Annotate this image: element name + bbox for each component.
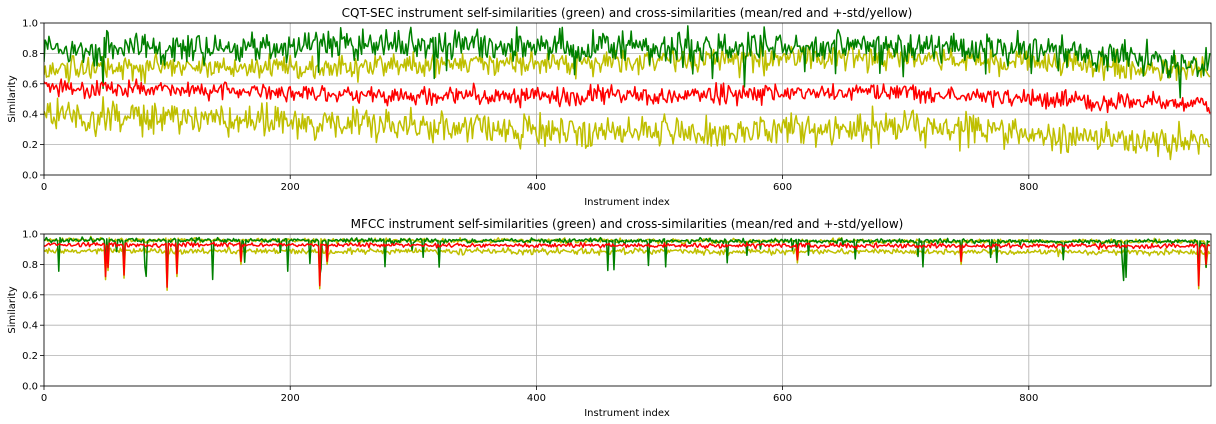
x-tick-label: 200: [281, 182, 300, 193]
y-axis-label: Similarity: [7, 75, 18, 122]
x-tick-label: 600: [773, 393, 792, 404]
y-tick-label: 0.4: [22, 110, 38, 121]
x-tick-label: 0: [41, 182, 47, 193]
series-mean-cross-similarity-line: [44, 241, 1211, 288]
x-axis-label: Instrument index: [584, 408, 670, 419]
x-tick-label: 800: [1019, 182, 1038, 193]
y-tick-label: 0.8: [22, 260, 38, 271]
chart-title: MFCC instrument self-similarities (green…: [351, 217, 904, 231]
plot-frame: [43, 22, 1212, 176]
chart-mfcc: MFCC instrument self-similarities (green…: [7, 217, 1212, 419]
y-tick-label: 0.2: [22, 140, 38, 151]
y-tick-label: 1.0: [22, 230, 38, 241]
y-tick-label: 1.0: [22, 19, 38, 30]
x-tick-label: 800: [1019, 393, 1038, 404]
series-std-lower-line: [44, 246, 1211, 291]
y-tick-label: 0.6: [22, 290, 38, 301]
chart-title: CQT-SEC instrument self-similarities (gr…: [342, 6, 913, 20]
y-tick-label: 0.2: [22, 351, 38, 362]
y-tick-label: 0.4: [22, 321, 38, 332]
plot-frame: [43, 233, 1212, 387]
y-tick-label: 0.0: [22, 171, 38, 182]
x-tick-label: 0: [41, 393, 47, 404]
series-std-upper-line: [44, 235, 1211, 281]
y-axis-label: Similarity: [7, 286, 18, 333]
x-tick-label: 200: [281, 393, 300, 404]
series-mean-cross-similarity-line: [44, 78, 1211, 114]
series-std-upper-line: [44, 41, 1211, 84]
series-self-similarity-line: [44, 236, 1211, 282]
series-self-similarity-line: [44, 25, 1211, 99]
series-std-lower-line: [44, 96, 1211, 161]
y-tick-label: 0.8: [22, 49, 38, 60]
x-tick-label: 600: [773, 182, 792, 193]
y-tick-label: 0.6: [22, 79, 38, 90]
x-tick-label: 400: [527, 393, 546, 404]
y-tick-label: 0.0: [22, 382, 38, 393]
x-tick-label: 400: [527, 182, 546, 193]
x-axis-label: Instrument index: [584, 197, 670, 208]
chart-cqt-sec: CQT-SEC instrument self-similarities (gr…: [7, 6, 1212, 208]
